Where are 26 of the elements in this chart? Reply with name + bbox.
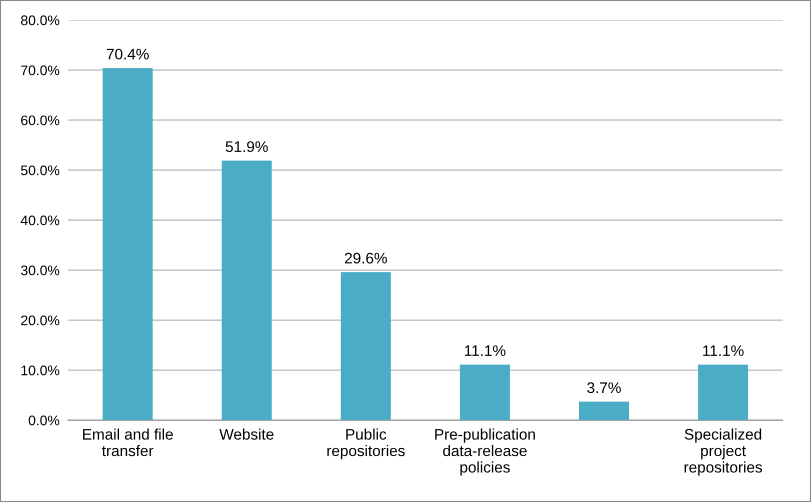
y-tick-label: 70.0% — [21, 65, 60, 76]
bar — [340, 272, 391, 420]
data-label: 70.4% — [106, 48, 149, 60]
x-tick-label: Website — [219, 428, 274, 440]
bar — [698, 364, 748, 420]
x-tick-label: Specialized project repositories — [684, 428, 762, 476]
data-label: 29.6% — [344, 252, 387, 264]
y-tick-label: 80.0% — [21, 15, 60, 26]
data-label: 11.1% — [464, 345, 506, 356]
y-tick-label: 20.0% — [21, 315, 60, 326]
bar — [460, 364, 510, 420]
data-label: 51.9% — [226, 141, 268, 152]
x-tick-label: Pre-publication data-release policies — [435, 428, 535, 476]
y-tick-label: 40.0% — [20, 215, 60, 226]
bar — [102, 68, 153, 420]
x-tick-label: Email and file transfer — [83, 428, 173, 456]
y-tick-label: 10.0% — [21, 365, 60, 376]
data-label: 3.7% — [587, 382, 621, 394]
y-tick-label: 30.0% — [20, 265, 60, 276]
y-tick-label: 0.0% — [28, 416, 60, 426]
bar — [222, 160, 272, 420]
y-tick-label: 60.0% — [21, 115, 60, 126]
data-label: 11.1% — [703, 345, 744, 356]
x-tick-label: Public repositories — [327, 428, 405, 460]
bar — [578, 402, 629, 420]
y-tick-label: 50.0% — [20, 165, 60, 176]
